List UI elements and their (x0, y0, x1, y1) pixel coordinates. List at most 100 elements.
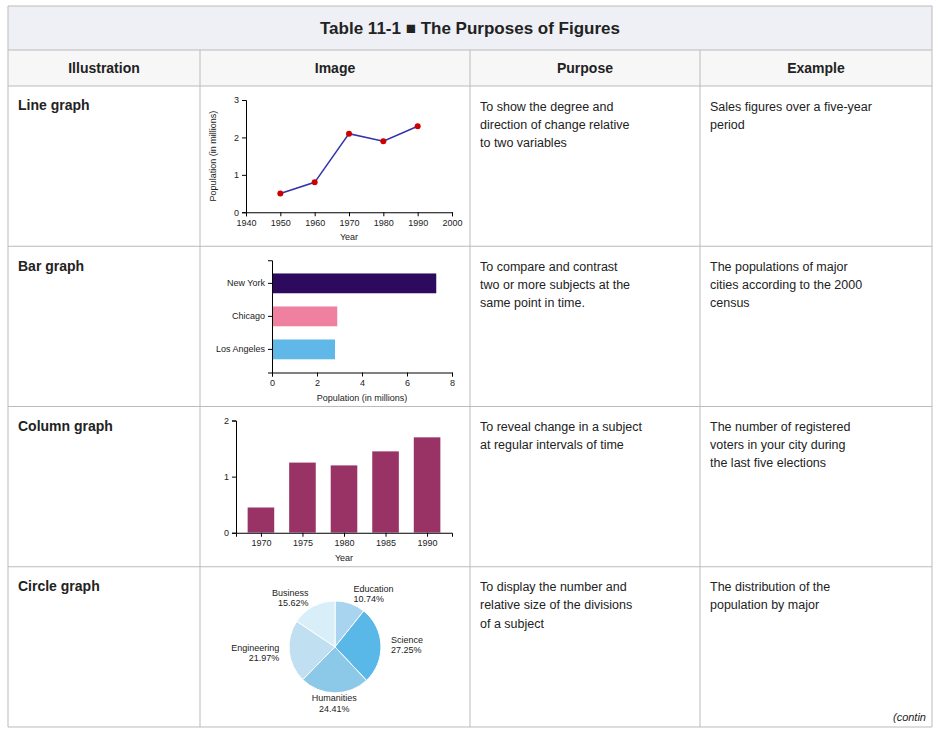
slice-category: Humanities (312, 693, 358, 703)
tick-mark (383, 212, 384, 216)
tick-label: 8 (450, 378, 455, 388)
table-rule (8, 6, 932, 7)
table-rule (700, 50, 701, 727)
bar (289, 463, 316, 533)
tick-mark (268, 283, 272, 284)
footer: (contin (893, 711, 926, 723)
bar (331, 465, 358, 532)
tick-label: 2 (224, 416, 229, 426)
tick-label: 1950 (271, 218, 291, 228)
title: Table 11-1 ■ The Purposes of Figures (320, 19, 620, 38)
axis-title: Population (in millions) (208, 111, 218, 202)
tick-mark (268, 316, 272, 317)
slice-category: Business (272, 588, 309, 598)
table-rules (8, 6, 932, 727)
figure: Table 11-1 ■ The Purposes of FiguresIllu… (0, 0, 940, 735)
tick-mark (317, 373, 318, 377)
table-rule (200, 50, 201, 727)
slice-label: Business15.62% (272, 588, 309, 608)
bar (272, 273, 436, 293)
slice-category: Engineering (231, 643, 279, 653)
row-label: Column graph (18, 418, 113, 434)
column-header: Purpose (557, 60, 613, 76)
tick-label: 1990 (408, 218, 428, 228)
tick: 3 (234, 95, 246, 105)
tick-label: 3 (234, 95, 239, 105)
tick: 0 (234, 208, 246, 218)
tick: 1970 (251, 533, 271, 548)
tick: Chicago (232, 311, 272, 321)
tick: 1980 (374, 212, 394, 227)
axis: 02468 (270, 373, 455, 388)
tick-mark (232, 533, 236, 534)
tick-label: 2000 (442, 218, 462, 228)
row-label: Circle graph (18, 578, 100, 594)
tick-label: 6 (405, 378, 410, 388)
slice-label: Science27.25% (391, 635, 423, 655)
tick: 1 (234, 170, 246, 180)
tick-label: 0 (270, 378, 275, 388)
tick: 0 (224, 528, 236, 538)
bar (272, 339, 335, 359)
table-rule (932, 6, 933, 727)
pie: Education10.74%Science27.25%Humanities24… (231, 584, 423, 713)
marks (277, 123, 420, 196)
title-band (8, 6, 932, 50)
tick-label: 1975 (293, 538, 313, 548)
example-text: The populations of majorcities according… (710, 260, 862, 310)
slice-labels: Education10.74%Science27.25%Humanities24… (231, 584, 423, 713)
tick-mark (362, 373, 363, 377)
bar (372, 451, 399, 532)
tick: 1980 (334, 533, 354, 548)
tick-label: 1970 (339, 218, 359, 228)
tick-mark (242, 212, 246, 213)
example-text: The number of registeredvoters in your c… (710, 420, 850, 470)
tick-label: Chicago (232, 311, 265, 321)
tick: 1990 (408, 212, 428, 227)
bar (272, 306, 337, 326)
tick-label: 1985 (376, 538, 396, 548)
bars (272, 273, 436, 359)
tick: 1970 (339, 212, 359, 227)
line (280, 126, 417, 193)
axis-line (268, 261, 273, 373)
tick-mark (302, 533, 303, 537)
marker (346, 131, 352, 137)
data-label: 15.62% (278, 598, 309, 608)
example-text: Sales figures over a five-yearperiod (710, 100, 872, 132)
axis-line (242, 101, 247, 213)
tick: 6 (405, 373, 410, 388)
tick: 1950 (271, 212, 291, 227)
marker (415, 123, 421, 129)
tick: 1940 (236, 212, 256, 227)
tick: 1960 (305, 212, 325, 227)
tick-mark (407, 373, 408, 377)
purpose-text: To display the number andrelative size o… (480, 580, 632, 630)
tick-mark (349, 212, 350, 216)
tick: 1990 (418, 533, 438, 548)
axis-line (232, 421, 237, 533)
tick: 1975 (293, 533, 313, 548)
tick-label: Los Angeles (216, 344, 266, 354)
data-label: 27.25% (391, 645, 422, 655)
axis: New YorkChicagoLos Angeles (216, 261, 273, 373)
tick-mark (315, 212, 316, 216)
tick: 1985 (376, 533, 396, 548)
tick-label: 1 (234, 170, 239, 180)
tick-mark (232, 421, 236, 422)
tick-mark (427, 533, 428, 537)
tick: Los Angeles (216, 344, 272, 354)
axis: 0 1 2 3 (234, 95, 247, 217)
tick-mark (268, 349, 272, 350)
marker (380, 138, 386, 144)
tick: 1 (224, 472, 236, 482)
axis-title: Year (340, 232, 358, 242)
tick-label: 1970 (251, 538, 271, 548)
tick: 2 (234, 133, 246, 143)
tick-label: 1940 (236, 218, 256, 228)
tick-mark (242, 137, 246, 138)
tick: 0 (270, 373, 275, 388)
axis: 0 1 2 (224, 416, 237, 538)
marks (248, 437, 441, 532)
tick-mark (242, 100, 246, 101)
